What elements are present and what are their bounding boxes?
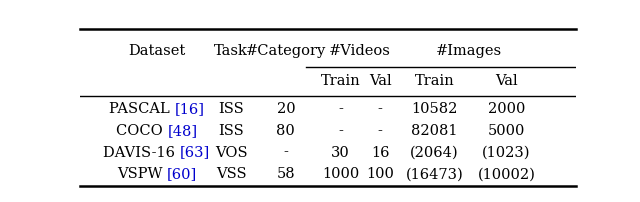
Text: #Videos: #Videos xyxy=(330,44,391,58)
Text: 5000: 5000 xyxy=(488,124,525,138)
Text: Train: Train xyxy=(321,74,360,88)
Text: DAVIS-16: DAVIS-16 xyxy=(104,146,180,160)
Text: -: - xyxy=(338,124,343,138)
Text: [60]: [60] xyxy=(167,167,197,181)
Text: 20: 20 xyxy=(276,102,295,116)
Text: -: - xyxy=(284,146,288,160)
Text: [48]: [48] xyxy=(168,124,198,138)
Text: (2064): (2064) xyxy=(410,146,459,160)
Text: #Images: #Images xyxy=(436,44,502,58)
Text: 80: 80 xyxy=(276,124,295,138)
Text: Task: Task xyxy=(214,44,248,58)
Text: Dataset: Dataset xyxy=(128,44,186,58)
Text: 2000: 2000 xyxy=(488,102,525,116)
Text: ISS: ISS xyxy=(218,102,244,116)
Text: 10582: 10582 xyxy=(412,102,458,116)
Text: 16: 16 xyxy=(371,146,389,160)
Text: Val: Val xyxy=(495,74,518,88)
Text: COCO: COCO xyxy=(116,124,168,138)
Text: 100: 100 xyxy=(366,167,394,181)
Text: Val: Val xyxy=(369,74,392,88)
Text: VSS: VSS xyxy=(216,167,246,181)
Text: [63]: [63] xyxy=(180,146,211,160)
Text: (16473): (16473) xyxy=(406,167,463,181)
Text: PASCAL: PASCAL xyxy=(109,102,175,116)
Text: 82081: 82081 xyxy=(412,124,458,138)
Text: -: - xyxy=(338,102,343,116)
Text: 58: 58 xyxy=(276,167,295,181)
Text: VOS: VOS xyxy=(215,146,248,160)
Text: Train: Train xyxy=(415,74,454,88)
Text: ISS: ISS xyxy=(218,124,244,138)
Text: -: - xyxy=(378,102,383,116)
Text: 30: 30 xyxy=(331,146,350,160)
Text: (10002): (10002) xyxy=(477,167,536,181)
Text: #Category: #Category xyxy=(246,44,326,58)
Text: 1000: 1000 xyxy=(322,167,359,181)
Text: -: - xyxy=(378,124,383,138)
Text: VSPW: VSPW xyxy=(116,167,167,181)
Text: [16]: [16] xyxy=(175,102,205,116)
Text: (1023): (1023) xyxy=(483,146,531,160)
